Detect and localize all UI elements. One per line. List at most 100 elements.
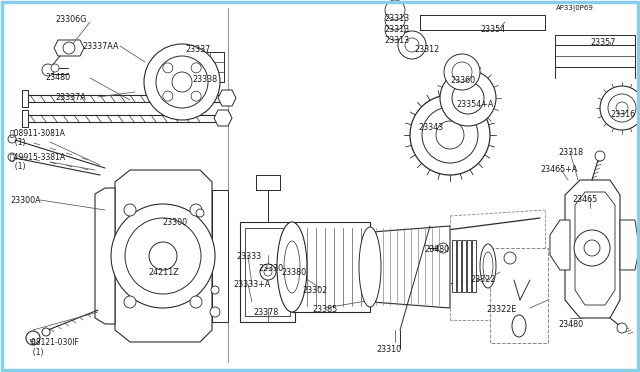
Circle shape xyxy=(196,209,204,217)
Text: 23385: 23385 xyxy=(312,305,337,314)
Polygon shape xyxy=(372,226,450,308)
Polygon shape xyxy=(462,240,466,292)
Text: 23318: 23318 xyxy=(558,148,583,157)
Circle shape xyxy=(608,94,636,122)
Text: 23354+A: 23354+A xyxy=(456,100,493,109)
Circle shape xyxy=(616,102,628,114)
Circle shape xyxy=(190,296,202,308)
Circle shape xyxy=(617,323,627,333)
Text: 23322: 23322 xyxy=(470,275,495,284)
Text: 23338: 23338 xyxy=(192,75,217,84)
Polygon shape xyxy=(457,240,461,292)
Circle shape xyxy=(574,230,610,266)
Text: 23480: 23480 xyxy=(424,245,449,254)
Text: 23306G: 23306G xyxy=(55,15,86,24)
Text: 23337: 23337 xyxy=(185,45,211,54)
Circle shape xyxy=(190,204,202,216)
Circle shape xyxy=(172,72,192,92)
Polygon shape xyxy=(218,90,236,106)
Circle shape xyxy=(149,242,177,270)
Circle shape xyxy=(163,91,173,101)
Text: 23313: 23313 xyxy=(384,14,409,23)
Circle shape xyxy=(440,70,496,126)
Circle shape xyxy=(398,31,426,59)
Text: 23300: 23300 xyxy=(162,218,187,227)
Text: 23302: 23302 xyxy=(302,286,327,295)
Circle shape xyxy=(436,121,464,149)
Circle shape xyxy=(452,82,484,114)
Polygon shape xyxy=(620,220,638,270)
Circle shape xyxy=(191,63,201,73)
Text: 23360: 23360 xyxy=(450,76,475,85)
Polygon shape xyxy=(54,40,84,56)
Circle shape xyxy=(385,10,405,30)
Polygon shape xyxy=(292,222,370,312)
Text: 23465: 23465 xyxy=(572,195,597,204)
Bar xyxy=(490,248,548,343)
Circle shape xyxy=(26,331,40,345)
Text: 23313: 23313 xyxy=(384,25,409,34)
Circle shape xyxy=(124,296,136,308)
Text: 23380: 23380 xyxy=(281,268,306,277)
Text: ⒦49915-3381A
  (1): ⒦49915-3381A (1) xyxy=(10,152,66,171)
Ellipse shape xyxy=(359,227,381,307)
Text: 23378: 23378 xyxy=(253,308,278,317)
Text: 23354: 23354 xyxy=(480,25,505,34)
Polygon shape xyxy=(472,240,476,292)
Text: ⒥08911-3081A
  (1): ⒥08911-3081A (1) xyxy=(10,128,66,147)
Polygon shape xyxy=(214,110,232,126)
Polygon shape xyxy=(467,240,471,292)
Polygon shape xyxy=(22,90,28,107)
Circle shape xyxy=(42,64,54,76)
Circle shape xyxy=(51,64,59,72)
Text: 23333: 23333 xyxy=(236,252,261,261)
Text: 23337A: 23337A xyxy=(55,93,86,102)
Circle shape xyxy=(8,135,16,143)
Circle shape xyxy=(125,218,201,294)
Circle shape xyxy=(163,63,173,73)
Polygon shape xyxy=(115,170,212,342)
Polygon shape xyxy=(575,192,615,305)
Text: 23312: 23312 xyxy=(414,45,439,54)
Bar xyxy=(188,52,224,82)
Text: 23333+A: 23333+A xyxy=(233,280,270,289)
Circle shape xyxy=(144,44,220,120)
Circle shape xyxy=(595,151,605,161)
Text: 23480: 23480 xyxy=(558,320,583,329)
Polygon shape xyxy=(22,110,28,127)
Text: 23480: 23480 xyxy=(45,73,70,82)
Text: 23330: 23330 xyxy=(258,264,283,273)
Bar xyxy=(555,45,635,67)
Circle shape xyxy=(124,204,136,216)
Circle shape xyxy=(156,56,208,108)
Text: 23343: 23343 xyxy=(418,123,443,132)
Circle shape xyxy=(211,286,219,294)
Circle shape xyxy=(42,328,50,336)
Circle shape xyxy=(260,264,276,280)
Ellipse shape xyxy=(512,315,526,337)
Circle shape xyxy=(584,240,600,256)
Circle shape xyxy=(385,20,405,40)
Circle shape xyxy=(405,38,419,52)
Circle shape xyxy=(264,268,272,276)
Ellipse shape xyxy=(284,241,300,293)
Circle shape xyxy=(422,107,478,163)
Text: 23300A: 23300A xyxy=(10,196,40,205)
Text: 23316: 23316 xyxy=(610,110,635,119)
Text: 23322E: 23322E xyxy=(486,305,516,314)
Text: 23310: 23310 xyxy=(376,345,401,354)
Text: 23465+A: 23465+A xyxy=(540,165,577,174)
Text: 23313: 23313 xyxy=(384,36,409,45)
Text: B: B xyxy=(31,339,35,345)
Text: 23337AA: 23337AA xyxy=(82,42,118,51)
Ellipse shape xyxy=(277,222,307,312)
Circle shape xyxy=(385,0,405,20)
Circle shape xyxy=(438,243,448,253)
Circle shape xyxy=(210,307,220,317)
Ellipse shape xyxy=(483,252,493,280)
Circle shape xyxy=(504,252,516,264)
Text: 23357: 23357 xyxy=(590,38,616,47)
Circle shape xyxy=(191,91,201,101)
Polygon shape xyxy=(95,188,115,324)
Circle shape xyxy=(600,86,640,130)
